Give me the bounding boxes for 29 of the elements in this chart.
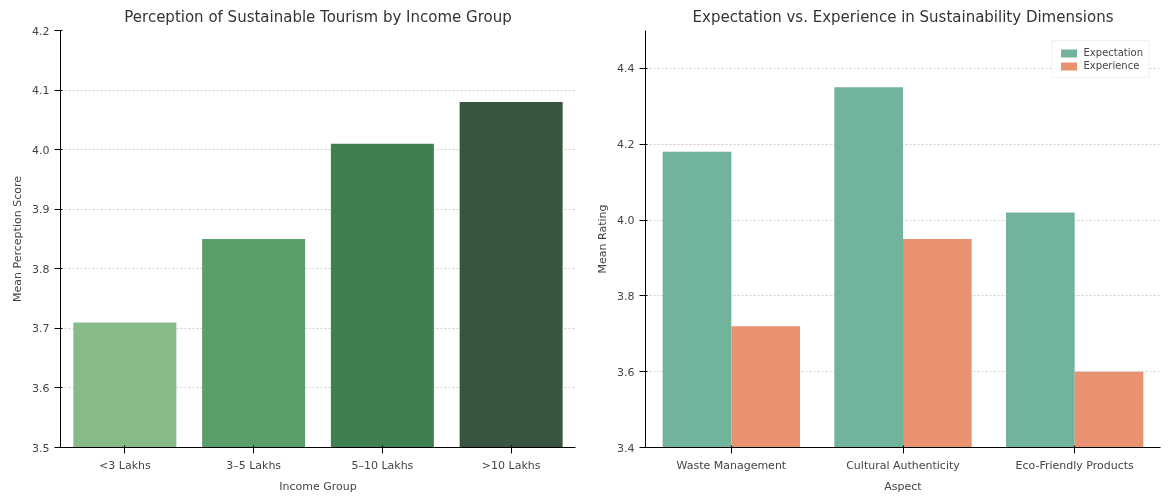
y-axis-title: Mean Rating [596,204,610,274]
x-tick-label: Waste Management [676,458,787,472]
x-tick-label: 3–5 Lakhs [226,458,282,472]
y-tick-label: 4.0 [617,214,635,228]
x-tick-label: 5–10 Lakhs [351,458,414,472]
y-tick-label: 4.1 [32,84,50,98]
y-tick-label: 3.6 [617,365,635,379]
y-tick-label: 3.8 [617,289,635,303]
legend-label: Expectation [1083,47,1143,58]
x-tick-label: >10 Lakhs [481,458,541,472]
x-tick-label: Eco-Friendly Products [1015,458,1135,472]
x-tick-label: Cultural Authenticity [846,458,961,472]
chart-title: Perception of Sustainable Tourism by Income Group [124,7,512,26]
legend-label: Experience [1083,60,1140,71]
chart-title: Expectation vs. Experience in Sustainability Dimensions [692,7,1114,26]
y-tick-label: 3.9 [32,203,50,217]
x-axis-title: Income Group [279,479,357,493]
y-tick-label: 3.6 [32,381,50,395]
y-tick-label: 4.0 [32,143,50,157]
y-tick-label: 4.2 [32,24,50,38]
y-tick-label: 4.4 [617,62,635,76]
x-tick-label: <3 Lakhs [99,458,151,472]
y-tick-label: 3.4 [617,441,635,455]
y-tick-label: 3.5 [32,441,50,455]
y-tick-label: 3.7 [32,322,50,336]
y-tick-label: 3.8 [32,262,50,276]
x-axis-title: Aspect [884,479,923,493]
y-axis-title: Mean Perception Score [11,175,25,302]
y-tick-label: 4.2 [617,138,635,152]
